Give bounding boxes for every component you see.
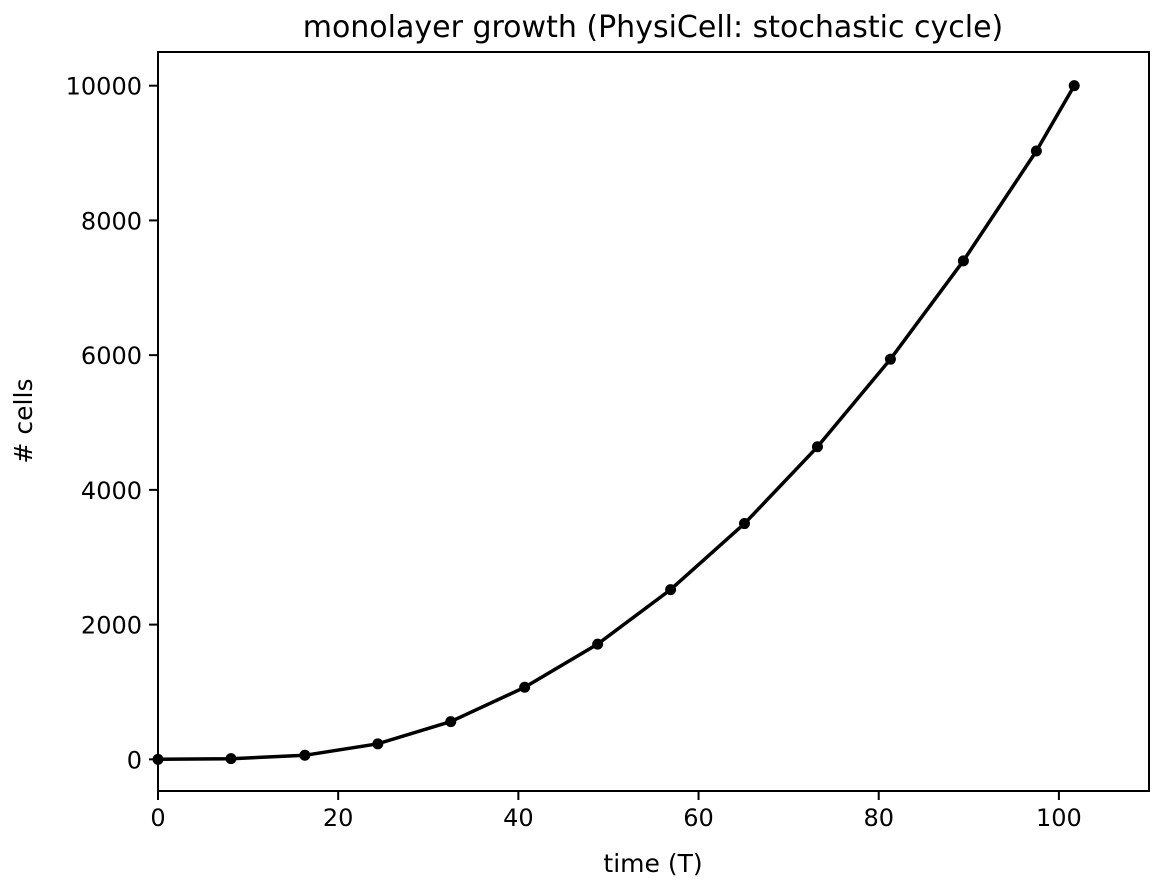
data-point — [592, 638, 604, 650]
x-tick-label: 20 — [323, 804, 354, 832]
x-tick-label: 0 — [150, 804, 165, 832]
x-tick-label: 40 — [503, 804, 534, 832]
x-axis-ticks: 0 20 40 60 80 100 — [150, 791, 1082, 832]
y-tick-label: 2000 — [81, 612, 142, 640]
y-axis-label: # cells — [9, 379, 38, 464]
data-point — [665, 584, 677, 596]
data-point — [957, 255, 969, 267]
chart-title: monolayer growth (PhysiCell: stochastic … — [303, 10, 1004, 45]
data-point — [884, 353, 896, 365]
data-point — [519, 681, 531, 693]
data-point — [299, 749, 311, 761]
y-tick-label: 6000 — [81, 342, 142, 370]
y-tick-label: 4000 — [81, 477, 142, 505]
data-point — [1068, 80, 1080, 92]
y-axis-ticks: 0 2000 4000 6000 8000 10000 — [66, 73, 158, 774]
data-point — [372, 738, 384, 750]
series-line — [157, 84, 1076, 762]
data-point — [738, 518, 750, 530]
y-tick-label: 8000 — [81, 207, 142, 235]
plot-frame — [157, 51, 1150, 792]
x-tick-label: 80 — [863, 804, 894, 832]
series-layer — [152, 80, 1080, 765]
y-tick-label: 0 — [127, 746, 142, 774]
data-point — [225, 753, 237, 765]
x-axis-label: time (T) — [603, 849, 702, 878]
data-point — [811, 441, 823, 453]
data-point — [445, 716, 457, 728]
x-tick-label: 60 — [683, 804, 714, 832]
x-tick-label: 100 — [1036, 804, 1082, 832]
data-point — [1030, 145, 1042, 157]
y-tick-label: 10000 — [66, 73, 142, 101]
data-point — [152, 753, 164, 765]
